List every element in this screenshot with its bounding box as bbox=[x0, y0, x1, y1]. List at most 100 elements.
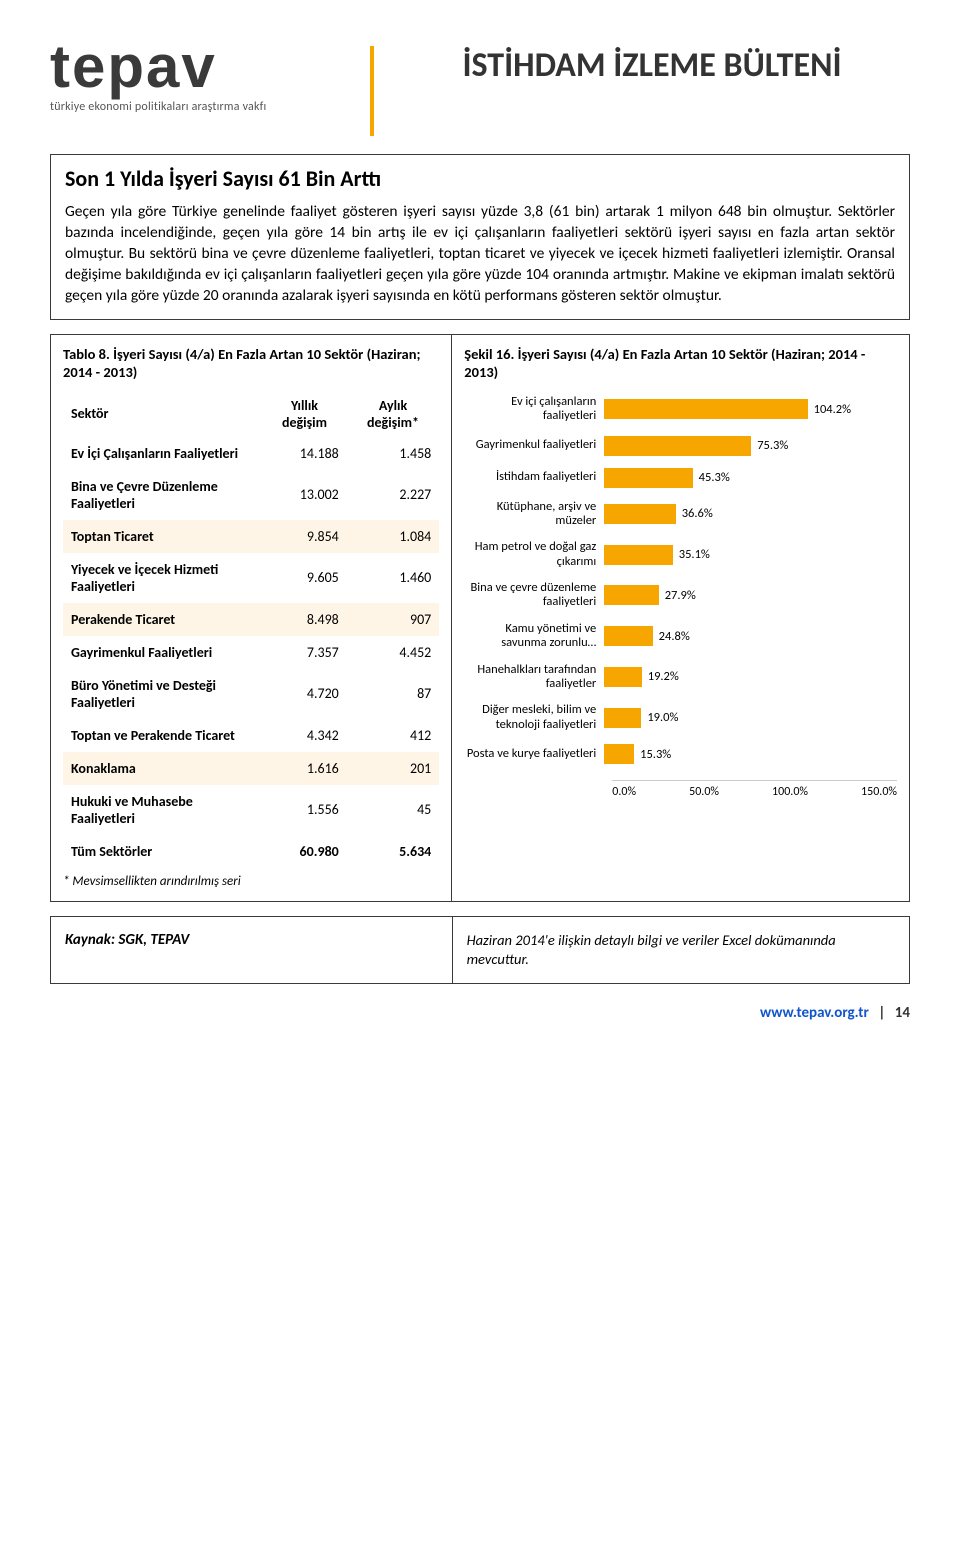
cell-monthly: 1.458 bbox=[347, 437, 440, 470]
cell-annual: 4.720 bbox=[262, 669, 347, 719]
bar-row: Bina ve çevre düzenleme faaliyetleri 27.9… bbox=[464, 581, 897, 610]
chart-x-axis: 0.0%50.0%100.0%150.0% bbox=[612, 780, 897, 799]
bar-value: 24.8% bbox=[659, 629, 690, 644]
footer-page: 14 bbox=[895, 1004, 910, 1022]
table-row: Yiyecek ve İçecek Hizmeti Faaliyetleri9.… bbox=[63, 553, 439, 603]
bar-row: Posta ve kurye faaliyetleri15.3% bbox=[464, 744, 897, 764]
cell-monthly: 2.227 bbox=[347, 470, 440, 520]
cell-monthly: 45 bbox=[347, 785, 440, 835]
bar-track: 19.2% bbox=[604, 667, 897, 687]
axis-tick: 150.0% bbox=[861, 785, 897, 799]
bar-row: Gayrimenkul faaliyetleri 75.3% bbox=[464, 436, 897, 456]
content-columns: Tablo 8. İşyeri Sayısı (4/a) En Fazla Ar… bbox=[50, 334, 910, 902]
table-row: Ev İçi Çalışanların Faaliyetleri14.1881.… bbox=[63, 437, 439, 470]
bar-value: 19.0% bbox=[647, 710, 678, 725]
bar-label: Diğer mesleki, bilim ve teknoloji faaliy… bbox=[464, 703, 604, 732]
cell-monthly: 4.452 bbox=[347, 636, 440, 669]
bar-label: İstihdam faaliyetleri bbox=[464, 470, 604, 484]
bar-track: 24.8% bbox=[604, 626, 897, 646]
data-table: Sektör Yıllık değişim Aylık değişim* Ev … bbox=[63, 391, 439, 868]
cell-sector: Bina ve Çevre Düzenleme Faaliyetleri bbox=[63, 470, 262, 520]
bar-fill bbox=[604, 708, 641, 728]
bar-fill bbox=[604, 667, 641, 687]
cell-annual: 9.854 bbox=[262, 520, 347, 553]
section-box: Son 1 Yılda İşyeri Sayısı 61 Bin Arttı G… bbox=[50, 154, 910, 320]
bar-row: Kamu yönetimi ve savunma zorunlu… 24.8% bbox=[464, 622, 897, 651]
table-row: Büro Yönetimi ve Desteği Faaliyetleri4.7… bbox=[63, 669, 439, 719]
bar-row: İstihdam faaliyetleri45.3% bbox=[464, 468, 897, 488]
table-title: Tablo 8. İşyeri Sayısı (4/a) En Fazla Ar… bbox=[63, 345, 439, 381]
bar-label: Hanehalkları tarafından faaliyetler bbox=[464, 663, 604, 692]
chart-title: Şekil 16. İşyeri Sayısı (4/a) En Fazla A… bbox=[464, 345, 897, 381]
cell-annual: 7.357 bbox=[262, 636, 347, 669]
bar-row: Kütüphane, arşiv ve müzeler 36.6% bbox=[464, 500, 897, 529]
bar-label: Bina ve çevre düzenleme faaliyetleri bbox=[464, 581, 604, 610]
cell-sector: Ev İçi Çalışanların Faaliyetleri bbox=[63, 437, 262, 470]
total-monthly: 5.634 bbox=[347, 835, 440, 868]
section-title: Son 1 Yılda İşyeri Sayısı 61 Bin Arttı bbox=[51, 155, 909, 196]
bulletin-title: İSTİHDAM İZLEME BÜLTENİ bbox=[394, 40, 910, 87]
source-row: Kaynak: SGK, TEPAV Haziran 2014'e ilişki… bbox=[50, 916, 910, 984]
section-body: Geçen yıla göre Türkiye genelinde faaliy… bbox=[51, 196, 909, 319]
cell-monthly: 1.084 bbox=[347, 520, 440, 553]
table-row: Perakende Ticaret8.498907 bbox=[63, 603, 439, 636]
cell-monthly: 1.460 bbox=[347, 553, 440, 603]
bar-track: 15.3% bbox=[604, 744, 897, 764]
axis-tick: 100.0% bbox=[772, 785, 808, 799]
cell-sector: Gayrimenkul Faaliyetleri bbox=[63, 636, 262, 669]
bar-label: Ham petrol ve doğal gaz çıkarımı bbox=[464, 540, 604, 569]
table-column: Tablo 8. İşyeri Sayısı (4/a) En Fazla Ar… bbox=[51, 335, 452, 901]
bar-value: 104.2% bbox=[814, 402, 851, 417]
logo-text: tepav bbox=[50, 40, 350, 94]
cell-sector: Toptan Ticaret bbox=[63, 520, 262, 553]
table-row: Konaklama1.616201 bbox=[63, 752, 439, 785]
bar-value: 35.1% bbox=[679, 547, 710, 562]
page-footer: www.tepav.org.tr | 14 bbox=[50, 1004, 910, 1022]
table-row: Bina ve Çevre Düzenleme Faaliyetleri13.0… bbox=[63, 470, 439, 520]
bar-label: Gayrimenkul faaliyetleri bbox=[464, 438, 604, 452]
bar-track: 75.3% bbox=[604, 436, 897, 456]
cell-sector: Hukuki ve Muhasebe Faaliyetleri bbox=[63, 785, 262, 835]
table-row: Toptan Ticaret9.8541.084 bbox=[63, 520, 439, 553]
bar-label: Posta ve kurye faaliyetleri bbox=[464, 747, 604, 761]
total-annual: 60.980 bbox=[262, 835, 347, 868]
cell-annual: 14.188 bbox=[262, 437, 347, 470]
chart-column: Şekil 16. İşyeri Sayısı (4/a) En Fazla A… bbox=[452, 335, 909, 901]
footer-separator: | bbox=[878, 1004, 885, 1022]
bar-fill bbox=[604, 585, 658, 605]
col-header-sector: Sektör bbox=[63, 391, 262, 437]
cell-monthly: 87 bbox=[347, 669, 440, 719]
bar-fill bbox=[604, 744, 634, 764]
cell-sector: Yiyecek ve İçecek Hizmeti Faaliyetleri bbox=[63, 553, 262, 603]
cell-annual: 8.498 bbox=[262, 603, 347, 636]
bar-chart: Ev içi çalışanların faaliyetleri 104.2% Ga… bbox=[464, 391, 897, 780]
cell-annual: 4.342 bbox=[262, 719, 347, 752]
bar-fill bbox=[604, 436, 751, 456]
logo-subtitle: türkiye ekonomi politikaları araştırma v… bbox=[50, 100, 350, 114]
table-row: Hukuki ve Muhasebe Faaliyetleri1.55645 bbox=[63, 785, 439, 835]
bar-label: Kütüphane, arşiv ve müzeler bbox=[464, 500, 604, 529]
bar-track: 27.9% bbox=[604, 585, 897, 605]
col-header-monthly: Aylık değişim* bbox=[347, 391, 440, 437]
source-left: Kaynak: SGK, TEPAV bbox=[51, 917, 453, 983]
bar-row: Hanehalkları tarafından faaliyetler19.2% bbox=[464, 663, 897, 692]
bar-track: 104.2% bbox=[604, 399, 897, 419]
footer-url: www.tepav.org.tr bbox=[760, 1004, 869, 1022]
bar-label: Kamu yönetimi ve savunma zorunlu… bbox=[464, 622, 604, 651]
source-right: Haziran 2014'e ilişkin detaylı bilgi ve … bbox=[453, 917, 909, 983]
vertical-divider bbox=[370, 46, 374, 136]
table-footnote: * Mevsimsellikten arındırılmış seri bbox=[63, 874, 439, 889]
bar-fill bbox=[604, 399, 807, 419]
col-header-annual: Yıllık değişim bbox=[262, 391, 347, 437]
bar-label: Ev içi çalışanların faaliyetleri bbox=[464, 395, 604, 424]
bar-value: 27.9% bbox=[665, 588, 696, 603]
bar-fill bbox=[604, 626, 652, 646]
logo-block: tepav türkiye ekonomi politikaları araşt… bbox=[50, 40, 350, 114]
cell-annual: 13.002 bbox=[262, 470, 347, 520]
bar-value: 36.6% bbox=[682, 506, 713, 521]
cell-monthly: 412 bbox=[347, 719, 440, 752]
cell-sector: Perakende Ticaret bbox=[63, 603, 262, 636]
cell-annual: 1.616 bbox=[262, 752, 347, 785]
table-row: Toptan ve Perakende Ticaret4.342412 bbox=[63, 719, 439, 752]
bar-value: 75.3% bbox=[757, 438, 788, 453]
